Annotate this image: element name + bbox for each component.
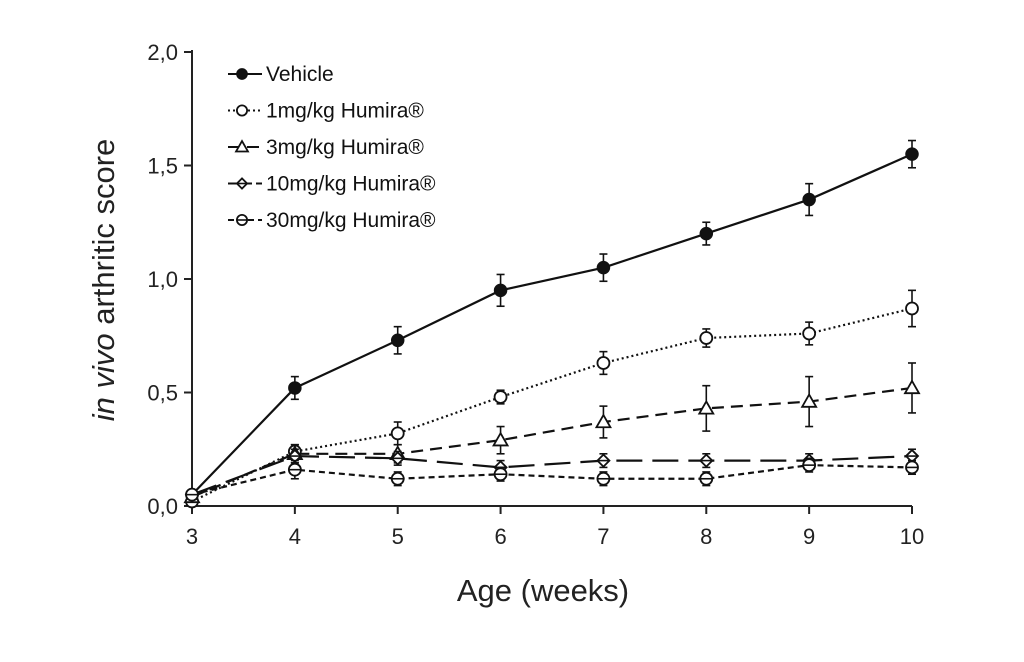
legend: Vehicle 1mg/kg Humira® 3mg/kg Humira® 10mg/… bbox=[228, 63, 436, 232]
series-line bbox=[191, 464, 913, 496]
y-axis-title-rest: arthritic score bbox=[86, 139, 121, 334]
legend-label: 3mg/kg Humira® bbox=[266, 136, 424, 159]
legend-label: Vehicle bbox=[266, 63, 334, 86]
x-tick-label: 6 bbox=[494, 524, 506, 549]
data-point bbox=[493, 283, 508, 298]
data-point bbox=[492, 431, 510, 447]
series-line bbox=[191, 153, 913, 496]
x-tick-label: 9 bbox=[803, 524, 815, 549]
x-axis-title: Age (weeks) bbox=[457, 573, 629, 608]
series-layer bbox=[183, 139, 921, 509]
data-point bbox=[697, 399, 715, 415]
series-line bbox=[191, 386, 913, 498]
y-tick-label: 2,0 bbox=[147, 40, 178, 65]
legend-item: 1mg/kg Humira® bbox=[228, 100, 424, 123]
data-point bbox=[493, 390, 508, 404]
legend-item: Vehicle bbox=[228, 63, 334, 86]
series-4 bbox=[185, 457, 919, 502]
y-axis-title-italic: in vivo bbox=[86, 333, 121, 421]
data-point bbox=[390, 333, 405, 348]
data-point bbox=[288, 381, 302, 395]
data-point bbox=[594, 413, 612, 429]
data-point bbox=[800, 392, 818, 408]
x-tick-label: 8 bbox=[700, 524, 712, 549]
data-point bbox=[596, 260, 611, 275]
data-point bbox=[905, 147, 919, 161]
legend-item: 10mg/kg Humira® bbox=[228, 173, 436, 196]
x-tick-label: 7 bbox=[597, 524, 609, 549]
legend-item: 30mg/kg Humira® bbox=[228, 209, 436, 232]
y-tick-label: 0,5 bbox=[147, 381, 178, 406]
data-point bbox=[699, 331, 714, 345]
data-point bbox=[905, 301, 919, 316]
data-point bbox=[235, 104, 248, 117]
x-axis-ticks: 3 4 5 6 7 8 9 10 bbox=[186, 506, 924, 549]
x-tick-label: 10 bbox=[900, 524, 924, 549]
data-point bbox=[596, 356, 611, 370]
data-point bbox=[236, 68, 248, 80]
data-point bbox=[802, 192, 816, 207]
y-axis-title: in vivo arthritic score bbox=[86, 139, 121, 422]
y-tick-label: 1,0 bbox=[147, 267, 178, 292]
x-axis: 3 4 5 6 7 8 9 10 bbox=[186, 505, 924, 549]
y-tick-label: 0,0 bbox=[147, 494, 178, 519]
y-tick-label: 1,5 bbox=[147, 154, 178, 179]
legend-label: 1mg/kg Humira® bbox=[266, 100, 424, 123]
x-tick-label: 3 bbox=[186, 524, 198, 549]
legend-label: 30mg/kg Humira® bbox=[266, 209, 436, 232]
data-point bbox=[390, 426, 405, 441]
series-line bbox=[191, 454, 913, 496]
legend-label: 10mg/kg Humira® bbox=[266, 173, 436, 196]
data-point bbox=[699, 226, 714, 241]
y-axis-ticks: 0,0 0,5 1,0 1,5 2,0 bbox=[147, 40, 192, 519]
x-tick-label: 4 bbox=[289, 524, 301, 549]
data-point bbox=[802, 326, 817, 341]
data-point bbox=[234, 139, 250, 153]
legend-item: 3mg/kg Humira® bbox=[228, 136, 424, 159]
y-axis: 0,0 0,5 1,0 1,5 2,0 bbox=[147, 40, 193, 519]
series-line bbox=[191, 307, 913, 503]
data-point bbox=[903, 379, 921, 395]
x-tick-label: 5 bbox=[392, 524, 404, 549]
